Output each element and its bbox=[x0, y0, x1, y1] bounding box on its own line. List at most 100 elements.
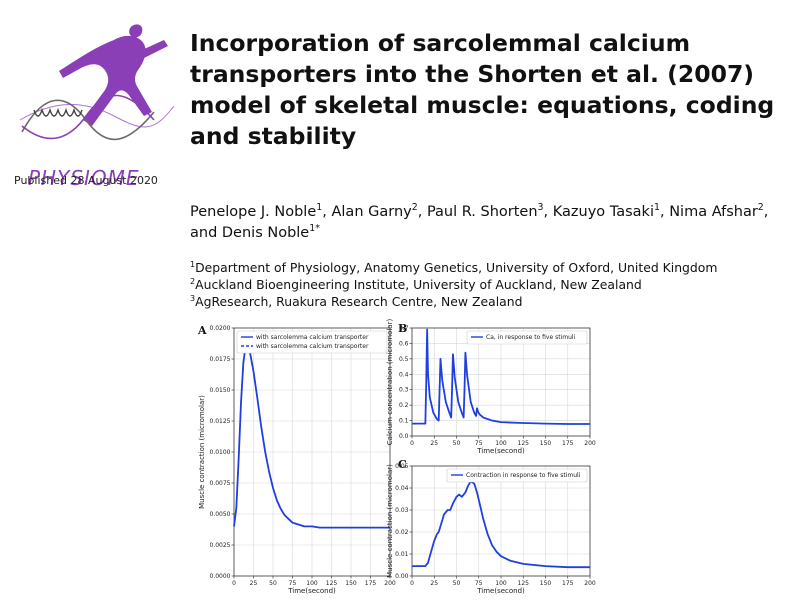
legend-box bbox=[466, 330, 588, 345]
x-tick-label: 125 bbox=[326, 580, 338, 587]
physiome-logo: PHYSIOME bbox=[14, 20, 194, 190]
author-affiliation-mark: 3 bbox=[537, 202, 544, 214]
author-affiliation-mark: 2 bbox=[757, 202, 764, 214]
author-name: Alan Garny bbox=[331, 204, 412, 220]
author-separator: , bbox=[417, 204, 427, 220]
author-affiliation-mark: 1 bbox=[316, 202, 323, 214]
affiliation-text: Department of Physiology, Anatomy Geneti… bbox=[195, 260, 718, 275]
y-tick-label: 0.4 bbox=[399, 371, 409, 378]
x-tick-label: 175 bbox=[365, 580, 377, 587]
y-tick-label: 0.2 bbox=[399, 402, 409, 409]
panel-letter: B bbox=[398, 322, 407, 335]
author-affiliation-mark: 2 bbox=[411, 202, 418, 214]
x-axis-label: Time(second) bbox=[287, 587, 336, 595]
author-affiliation-mark: 1* bbox=[309, 223, 320, 235]
y-tick-label: 0.05 bbox=[395, 463, 409, 470]
paper-title: Incorporation of sarcolemmal calcium tra… bbox=[190, 28, 790, 152]
affiliation-item: 1Department of Physiology, Anatomy Genet… bbox=[190, 259, 790, 276]
x-tick-label: 150 bbox=[540, 580, 552, 587]
affiliation-item: 3AgResearch, Ruakura Research Centre, Ne… bbox=[190, 293, 790, 310]
y-axis-label: Muscle contraction (micromolar) bbox=[198, 395, 206, 509]
x-tick-label: 200 bbox=[584, 440, 596, 447]
y-tick-label: 0.3 bbox=[399, 387, 409, 394]
author-affiliation-mark: 1 bbox=[653, 202, 660, 214]
author-name: Penelope J. Noble bbox=[190, 204, 317, 220]
plot-frame bbox=[411, 465, 591, 577]
publication-date: Published 28 August 2020 bbox=[14, 174, 158, 187]
affiliation-number: 1 bbox=[190, 259, 196, 269]
x-tick-label: 0 bbox=[410, 580, 414, 587]
brand-name: PHYSIOME bbox=[28, 166, 140, 190]
y-tick-label: 0.0150 bbox=[210, 387, 231, 394]
x-tick-label: 25 bbox=[250, 580, 258, 587]
x-tick-label: 0 bbox=[410, 440, 414, 447]
y-tick-label: 0.01 bbox=[395, 551, 409, 558]
x-tick-label: 100 bbox=[306, 580, 318, 587]
y-tick-label: 0.0075 bbox=[210, 480, 231, 487]
x-tick-label: 100 bbox=[495, 580, 507, 587]
y-tick-label: 0.7 bbox=[399, 325, 409, 332]
series-line bbox=[412, 480, 590, 569]
y-tick-label: 0.0125 bbox=[210, 418, 231, 425]
x-tick-label: 200 bbox=[384, 580, 396, 587]
series-line bbox=[233, 343, 390, 529]
y-tick-label: 0.03 bbox=[395, 507, 409, 514]
x-tick-label: 25 bbox=[430, 440, 438, 447]
y-tick-label: 0.00 bbox=[395, 573, 409, 580]
affiliation-number: 2 bbox=[190, 276, 196, 286]
x-tick-label: 100 bbox=[495, 440, 507, 447]
y-axis-label: Calcium concentration (micromolar) bbox=[386, 319, 394, 446]
y-tick-label: 0.02 bbox=[395, 529, 409, 536]
x-tick-label: 175 bbox=[562, 580, 574, 587]
title-line: model of skeletal muscle: equations, cod… bbox=[190, 91, 775, 119]
x-tick-label: 125 bbox=[518, 440, 530, 447]
x-tick-label: 75 bbox=[475, 580, 483, 587]
author-separator: , and bbox=[190, 204, 769, 241]
x-tick-label: 175 bbox=[562, 440, 574, 447]
author-separator: , bbox=[322, 204, 332, 220]
x-tick-label: 75 bbox=[475, 440, 483, 447]
y-tick-label: 0.0175 bbox=[210, 356, 231, 363]
author-name: Denis Noble bbox=[221, 225, 310, 241]
y-tick-label: 0.0050 bbox=[210, 511, 231, 518]
y-tick-label: 0.04 bbox=[395, 485, 409, 492]
y-tick-label: 0.0000 bbox=[210, 573, 231, 580]
legend-label: with sarcolemma calcium transporter bbox=[256, 343, 369, 350]
runner-figure-icon bbox=[19, 24, 175, 141]
y-tick-label: 0.5 bbox=[399, 356, 409, 363]
y-tick-label: 0.0025 bbox=[210, 542, 231, 549]
x-tick-label: 50 bbox=[269, 580, 277, 587]
legend-label: Contraction in response to five stimuli bbox=[466, 472, 581, 479]
x-tick-label: 50 bbox=[453, 580, 461, 587]
x-tick-label: 200 bbox=[584, 580, 596, 587]
x-tick-label: 125 bbox=[518, 580, 530, 587]
y-tick-label: 0.6 bbox=[399, 340, 409, 347]
affiliation-item: 2Auckland Bioengineering Institute, Univ… bbox=[190, 276, 790, 293]
panel-letter: C bbox=[398, 458, 407, 471]
author-name: Nima Afshar bbox=[669, 204, 758, 220]
plot-frame bbox=[411, 327, 591, 437]
y-axis-label: Muscle contraction (micromolar) bbox=[386, 464, 394, 578]
x-axis-label: Time(second) bbox=[476, 587, 525, 595]
results-figure: A0 25 50 75 100 125 150 175 2000.00000.00250.005… bbox=[197, 319, 596, 595]
title-line: and stability bbox=[190, 122, 357, 150]
legend-label: Ca, in response to five stimuli bbox=[486, 334, 576, 341]
y-tick-label: 0.0 bbox=[399, 433, 409, 440]
legend-box bbox=[446, 468, 588, 483]
panel-letter: A bbox=[197, 324, 207, 337]
author-list: Penelope J. Noble1, Alan Garny2, Paul R.… bbox=[190, 202, 790, 244]
title-line: Incorporation of sarcolemmal calcium bbox=[190, 29, 691, 57]
author-separator: , bbox=[543, 204, 553, 220]
affiliation-list: 1Department of Physiology, Anatomy Genet… bbox=[190, 259, 790, 310]
x-tick-label: 150 bbox=[345, 580, 357, 587]
x-tick-label: 50 bbox=[453, 440, 461, 447]
plot-frame bbox=[233, 327, 391, 577]
author-separator: , bbox=[659, 204, 670, 220]
affiliation-text: AgResearch, Ruakura Research Centre, New… bbox=[195, 294, 523, 309]
legend-label: with sarcolemma calcium transporter bbox=[256, 334, 369, 341]
title-line: transporters into the Shorten et al. (20… bbox=[190, 60, 755, 88]
x-tick-label: 0 bbox=[232, 580, 236, 587]
legend-box bbox=[236, 330, 388, 354]
y-tick-label: 0.1 bbox=[399, 418, 409, 425]
x-tick-label: 25 bbox=[430, 580, 438, 587]
